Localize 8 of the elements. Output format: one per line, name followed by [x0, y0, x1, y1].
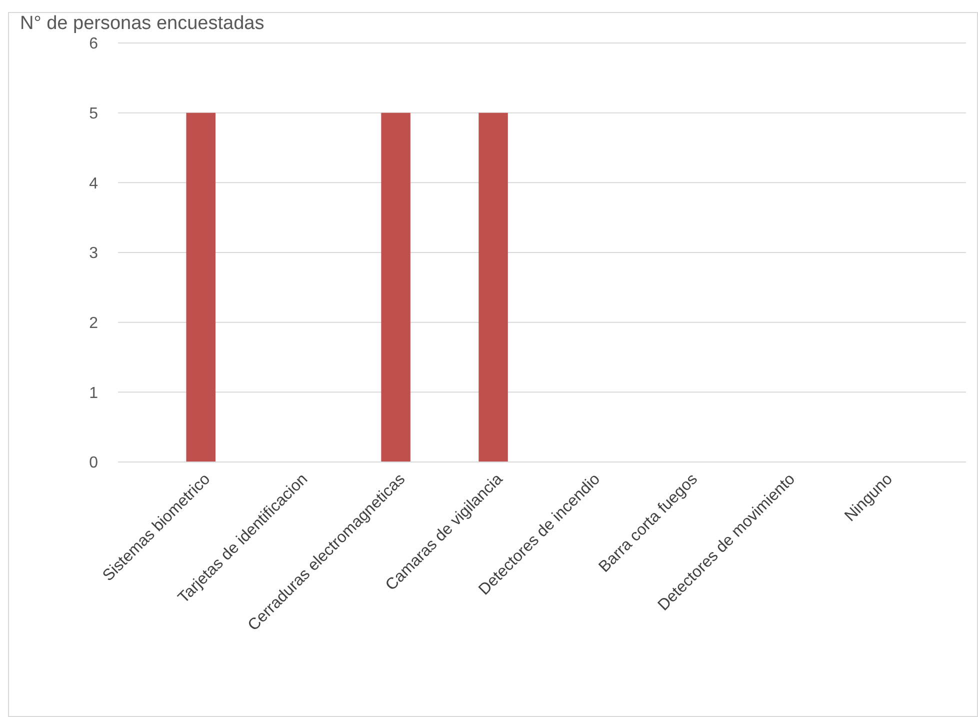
y-tick-label: 5	[89, 105, 98, 122]
y-tick-label: 3	[89, 245, 98, 262]
y-tick-label: 6	[89, 36, 98, 53]
y-axis-title: N° de personas encuestadas	[20, 13, 264, 34]
y-tick-label: 2	[89, 314, 98, 332]
y-tick-label: 1	[89, 384, 98, 402]
y-tick-label: 0	[89, 454, 98, 472]
y-tick-label: 4	[89, 175, 98, 192]
